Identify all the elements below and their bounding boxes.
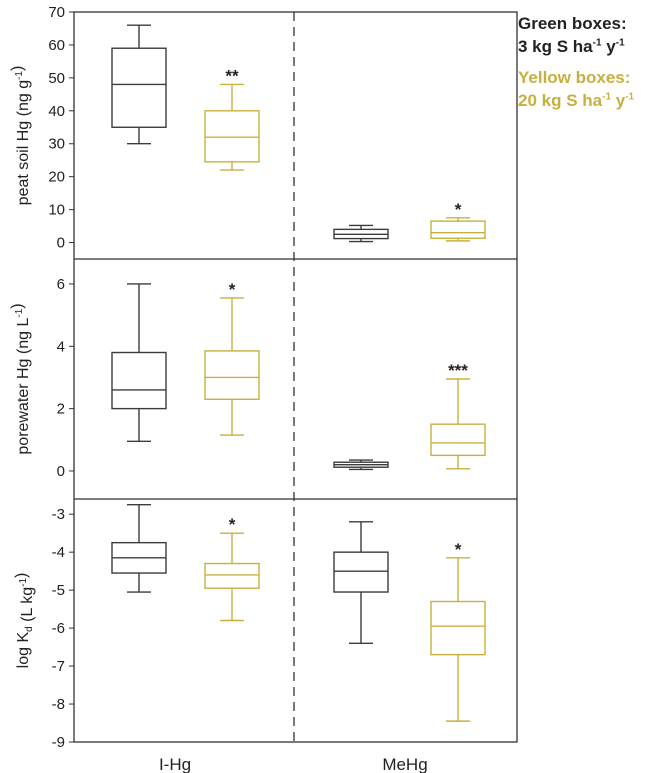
box-mehg-green	[333, 224, 389, 243]
y-tick-label: 30	[48, 136, 65, 153]
legend-yellow-exp1: -1	[602, 91, 612, 103]
significance-marker: *	[229, 515, 236, 534]
y-axis-label: log Kd (L kg-1)	[13, 573, 36, 669]
box-iqr	[204, 350, 260, 400]
y-tick-label: 10	[48, 202, 65, 219]
y-tick-label: -3	[52, 506, 65, 523]
box-i-hg-green	[111, 24, 167, 145]
y-tick-label: -8	[52, 696, 65, 713]
panel-3: -3 -4 -5 -6 -7 -8 -9 log Kd (L kg-1) * *	[13, 503, 486, 751]
significance-marker: *	[229, 280, 236, 299]
y-axis-label: peat soil Hg (ng g-1)	[9, 66, 32, 206]
box-mehg-green	[333, 521, 389, 644]
box-mehg-green	[333, 459, 389, 471]
legend-green-exp2: -1	[615, 37, 625, 49]
y-tick-label: -5	[52, 582, 65, 599]
y-tick-label: 0	[57, 235, 65, 252]
box-iqr	[430, 220, 486, 239]
y-tick-label: -9	[52, 734, 65, 751]
y-tick-label: 40	[48, 103, 65, 120]
y-tick-label: 2	[57, 401, 65, 418]
box-mehg-yellow: *	[430, 200, 486, 242]
significance-marker: ***	[448, 361, 468, 380]
legend-green: Green boxes: 3 kg S ha-1 y-1	[518, 12, 634, 58]
significance-marker: *	[455, 200, 462, 219]
box-i-hg-green	[111, 503, 167, 593]
box-iqr	[111, 47, 167, 128]
box-iqr	[204, 110, 260, 163]
legend-yellow-prefix: 20 kg S ha	[518, 91, 603, 110]
legend-yellow-title: Yellow boxes:	[518, 68, 631, 87]
y-tick-label: 0	[57, 463, 65, 480]
box-i-hg-yellow: *	[204, 280, 260, 436]
box-mehg-yellow: ***	[430, 361, 486, 470]
box-i-hg-yellow: **	[204, 66, 260, 171]
box-iqr	[333, 551, 389, 593]
legend-green-title: Green boxes:	[518, 14, 627, 33]
y-tick-label: 70	[48, 4, 65, 21]
box-iqr	[111, 351, 167, 410]
y-tick-label: 20	[48, 169, 65, 186]
x-category-label: MeHg	[382, 755, 427, 773]
y-tick-label: -4	[52, 544, 65, 561]
y-tick-label: 4	[57, 338, 65, 355]
box-iqr	[430, 600, 486, 656]
legend-green-mid: y	[601, 37, 616, 56]
legend-yellow-unit: 20 kg S ha-1 y-1	[518, 89, 634, 112]
box-mehg-yellow: *	[430, 540, 486, 722]
y-tick-label: 50	[48, 70, 65, 87]
box-i-hg-yellow: *	[204, 515, 260, 622]
y-tick-label: 6	[57, 276, 65, 293]
x-category-label: I-Hg	[159, 755, 191, 773]
plot-frame	[73, 11, 518, 743]
legend-green-unit: 3 kg S ha-1 y-1	[518, 35, 634, 58]
legend-green-prefix: 3 kg S ha	[518, 37, 593, 56]
box-i-hg-green	[111, 283, 167, 443]
y-tick-label: -6	[52, 620, 65, 637]
legend: Green boxes: 3 kg S ha-1 y-1 Yellow boxe…	[518, 12, 634, 112]
y-axis-label: porewater Hg (ng L-1)	[9, 303, 32, 454]
significance-marker: **	[225, 66, 239, 85]
y-tick-label: 60	[48, 37, 65, 54]
y-tick-label: -7	[52, 658, 65, 675]
legend-green-exp1: -1	[592, 37, 602, 49]
box-iqr	[204, 562, 260, 589]
box-iqr	[430, 423, 486, 457]
legend-yellow: Yellow boxes: 20 kg S ha-1 y-1	[518, 66, 634, 112]
legend-yellow-mid: y	[611, 91, 626, 110]
legend-yellow-exp2: -1	[625, 91, 635, 103]
significance-marker: *	[455, 540, 462, 559]
